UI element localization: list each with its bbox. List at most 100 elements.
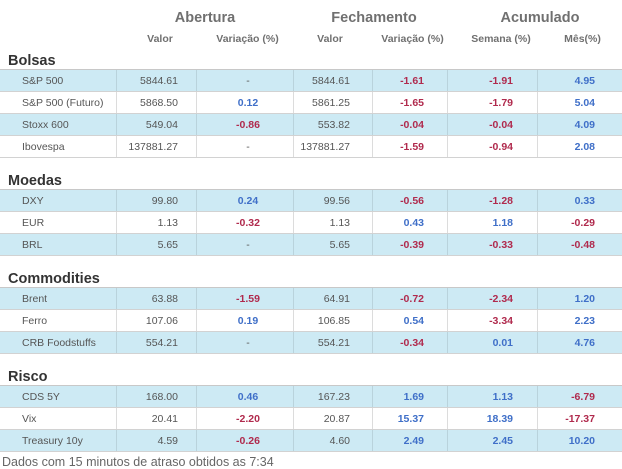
cell-close-change: 0.54 xyxy=(403,315,424,327)
cell-close-change: -0.39 xyxy=(400,239,424,251)
cell-open-value: 107.06 xyxy=(145,315,178,327)
column-separator xyxy=(372,310,373,332)
table-row: Brent 63.88 -1.59 64.91 -0.72 -2.34 1.20 xyxy=(0,288,622,310)
cell-open-value: 554.21 xyxy=(145,337,178,349)
table-row: CDS 5Y 168.00 0.46 167.23 1.69 1.13 -6.79 xyxy=(0,386,622,408)
cell-month: 4.95 xyxy=(574,75,595,87)
cell-open-change: 0.19 xyxy=(237,315,259,327)
row-divider xyxy=(0,255,622,256)
column-separator xyxy=(293,310,294,332)
cell-close-change: -1.65 xyxy=(400,97,424,109)
cell-open-value: 137881.27 xyxy=(128,141,178,153)
column-separator xyxy=(293,70,294,92)
cell-close-value: 106.85 xyxy=(317,315,350,327)
column-separator xyxy=(537,430,538,452)
cell-close-change: -0.72 xyxy=(400,293,424,305)
column-separator xyxy=(196,332,197,354)
cell-week: 1.13 xyxy=(492,391,513,403)
cell-open-value: 63.88 xyxy=(151,293,178,305)
cell-close-change: -1.59 xyxy=(400,141,424,153)
column-separator xyxy=(372,190,373,212)
instrument-name: CRB Foodstuffs xyxy=(22,337,96,349)
cell-open-value: 20.41 xyxy=(151,413,178,425)
column-separator xyxy=(196,288,197,310)
column-separator xyxy=(537,190,538,212)
column-separator xyxy=(116,234,117,256)
instrument-name: CDS 5Y xyxy=(22,391,60,403)
column-separator xyxy=(447,70,448,92)
cell-open-change: - xyxy=(246,337,250,349)
instrument-name: DXY xyxy=(22,195,44,207)
header-col-close-value: Valor xyxy=(317,33,343,45)
section-divider xyxy=(0,189,622,190)
cell-close-change: -0.04 xyxy=(400,119,424,131)
column-separator xyxy=(196,136,197,158)
cell-close-value: 4.60 xyxy=(329,435,350,447)
instrument-name: EUR xyxy=(22,217,45,229)
column-separator xyxy=(116,136,117,158)
header-col-open-change: Variação (%) xyxy=(216,33,279,45)
cell-close-value: 5.65 xyxy=(329,239,350,251)
column-separator xyxy=(372,288,373,310)
cell-close-change: -1.61 xyxy=(400,75,424,87)
column-separator xyxy=(116,310,117,332)
cell-week: -3.34 xyxy=(489,315,513,327)
cell-week: -0.33 xyxy=(489,239,513,251)
cell-close-value: 1.13 xyxy=(329,217,350,229)
cell-week: 18.39 xyxy=(486,413,513,425)
row-divider xyxy=(0,135,622,136)
column-separator xyxy=(537,408,538,430)
instrument-name: Treasury 10y xyxy=(22,435,83,447)
column-separator xyxy=(447,114,448,136)
row-divider xyxy=(0,233,622,234)
column-separator xyxy=(196,310,197,332)
column-separator xyxy=(372,92,373,114)
cell-month: -17.37 xyxy=(565,413,595,425)
column-separator xyxy=(447,234,448,256)
cell-week: -0.04 xyxy=(489,119,513,131)
row-divider xyxy=(0,113,622,114)
instrument-name: Vix xyxy=(22,413,37,425)
table-row: Stoxx 600 549.04 -0.86 553.82 -0.04 -0.04 4.09 xyxy=(0,114,622,136)
column-separator xyxy=(116,408,117,430)
cell-month: 0.33 xyxy=(574,195,595,207)
column-separator xyxy=(293,92,294,114)
table-row: S&P 500 (Futuro) 5868.50 0.12 5861.25 -1.65 -… xyxy=(0,92,622,114)
table-row: DXY 99.80 0.24 99.56 -0.56 -1.28 0.33 xyxy=(0,190,622,212)
cell-open-value: 4.59 xyxy=(157,435,178,447)
column-separator xyxy=(196,114,197,136)
cell-month: -0.29 xyxy=(571,217,595,229)
column-separator xyxy=(293,288,294,310)
row-divider xyxy=(0,451,622,452)
instrument-name: BRL xyxy=(22,239,43,251)
row-divider xyxy=(0,91,622,92)
instrument-name: Ibovespa xyxy=(22,141,65,153)
section-title: Moedas xyxy=(8,173,62,189)
cell-week: -1.91 xyxy=(489,75,513,87)
table-row: Ferro 107.06 0.19 106.85 0.54 -3.34 2.23 xyxy=(0,310,622,332)
column-separator xyxy=(293,408,294,430)
column-separator xyxy=(196,190,197,212)
column-separator xyxy=(116,190,117,212)
column-separator xyxy=(196,70,197,92)
table-row: Vix 20.41 -2.20 20.87 15.37 18.39 -17.37 xyxy=(0,408,622,430)
column-separator xyxy=(372,136,373,158)
column-separator xyxy=(447,332,448,354)
table-row: BRL 5.65 - 5.65 -0.39 -0.33 -0.48 xyxy=(0,234,622,256)
row-divider xyxy=(0,429,622,430)
column-separator xyxy=(116,212,117,234)
cell-close-value: 5844.61 xyxy=(312,75,350,87)
cell-week: 2.45 xyxy=(492,435,513,447)
cell-open-change: -2.20 xyxy=(236,413,260,425)
column-separator xyxy=(196,386,197,408)
section-title: Bolsas xyxy=(8,53,56,69)
column-separator xyxy=(537,288,538,310)
table-row: S&P 500 5844.61 - 5844.61 -1.61 -1.91 4.95 xyxy=(0,70,622,92)
column-separator xyxy=(537,136,538,158)
column-separator xyxy=(447,408,448,430)
column-separator xyxy=(293,136,294,158)
column-separator xyxy=(116,386,117,408)
column-separator xyxy=(537,212,538,234)
cell-open-value: 168.00 xyxy=(145,391,178,403)
cell-open-value: 1.13 xyxy=(157,217,178,229)
